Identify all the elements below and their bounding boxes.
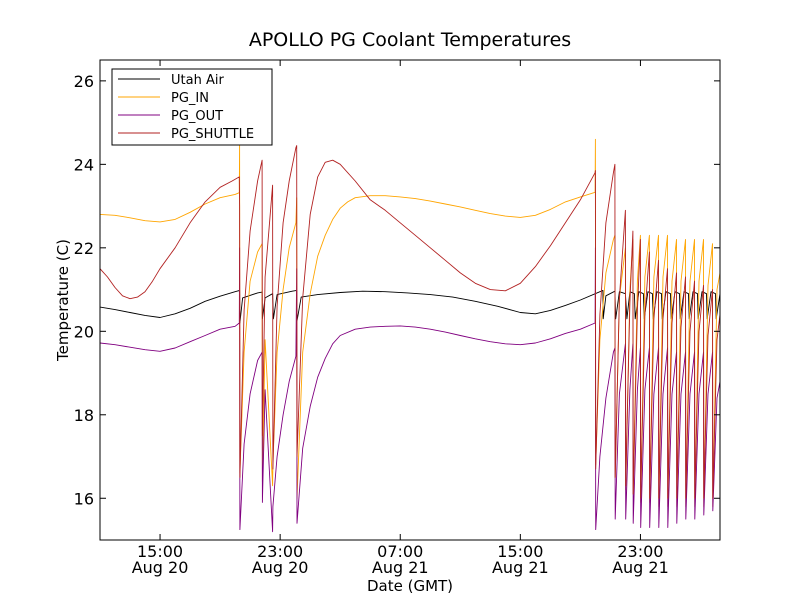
x-tick-label-time: 07:00 (377, 542, 423, 561)
y-axis-label: Temperature (C) (54, 239, 72, 362)
legend-label: PG_SHUTTLE (171, 127, 254, 142)
x-tick-label-time: 15:00 (137, 542, 183, 561)
x-tick-label-date: Aug 20 (132, 558, 189, 577)
y-tick-label: 22 (74, 239, 94, 258)
series-group (100, 138, 720, 533)
legend-label: PG_IN (171, 91, 209, 106)
legend: Utah Air PG_IN PG_OUT PG_SHUTTLE (111, 68, 273, 146)
x-tick-label-date: Aug 21 (492, 558, 549, 577)
x-tick-label-time: 15:00 (497, 542, 543, 561)
legend-label: PG_OUT (171, 109, 223, 124)
y-tick-label: 20 (74, 322, 94, 341)
series-line-pg-shuttle (100, 145, 720, 499)
series-line-pg-in (100, 138, 720, 508)
y-tick-label: 18 (74, 406, 94, 425)
y-tick-label: 24 (74, 155, 94, 174)
x-tick-label-date: Aug 20 (252, 558, 309, 577)
plot-frame (99, 59, 721, 541)
series-line-utah-air (100, 289, 720, 324)
x-tick-label-date: Aug 21 (372, 558, 429, 577)
series-line-pg-out (100, 247, 720, 533)
x-tick-label-time: 23:00 (257, 542, 303, 561)
y-tick-label: 26 (74, 72, 94, 91)
y-tick-label: 16 (74, 489, 94, 508)
x-tick-label-time: 23:00 (617, 542, 663, 561)
chart-title: APOLLO PG Coolant Temperatures (249, 29, 571, 51)
x-axis-label: Date (GMT) (367, 577, 453, 595)
legend-box (111, 68, 273, 146)
x-tick-label-date: Aug 21 (612, 558, 669, 577)
legend-label: Utah Air (171, 73, 224, 88)
